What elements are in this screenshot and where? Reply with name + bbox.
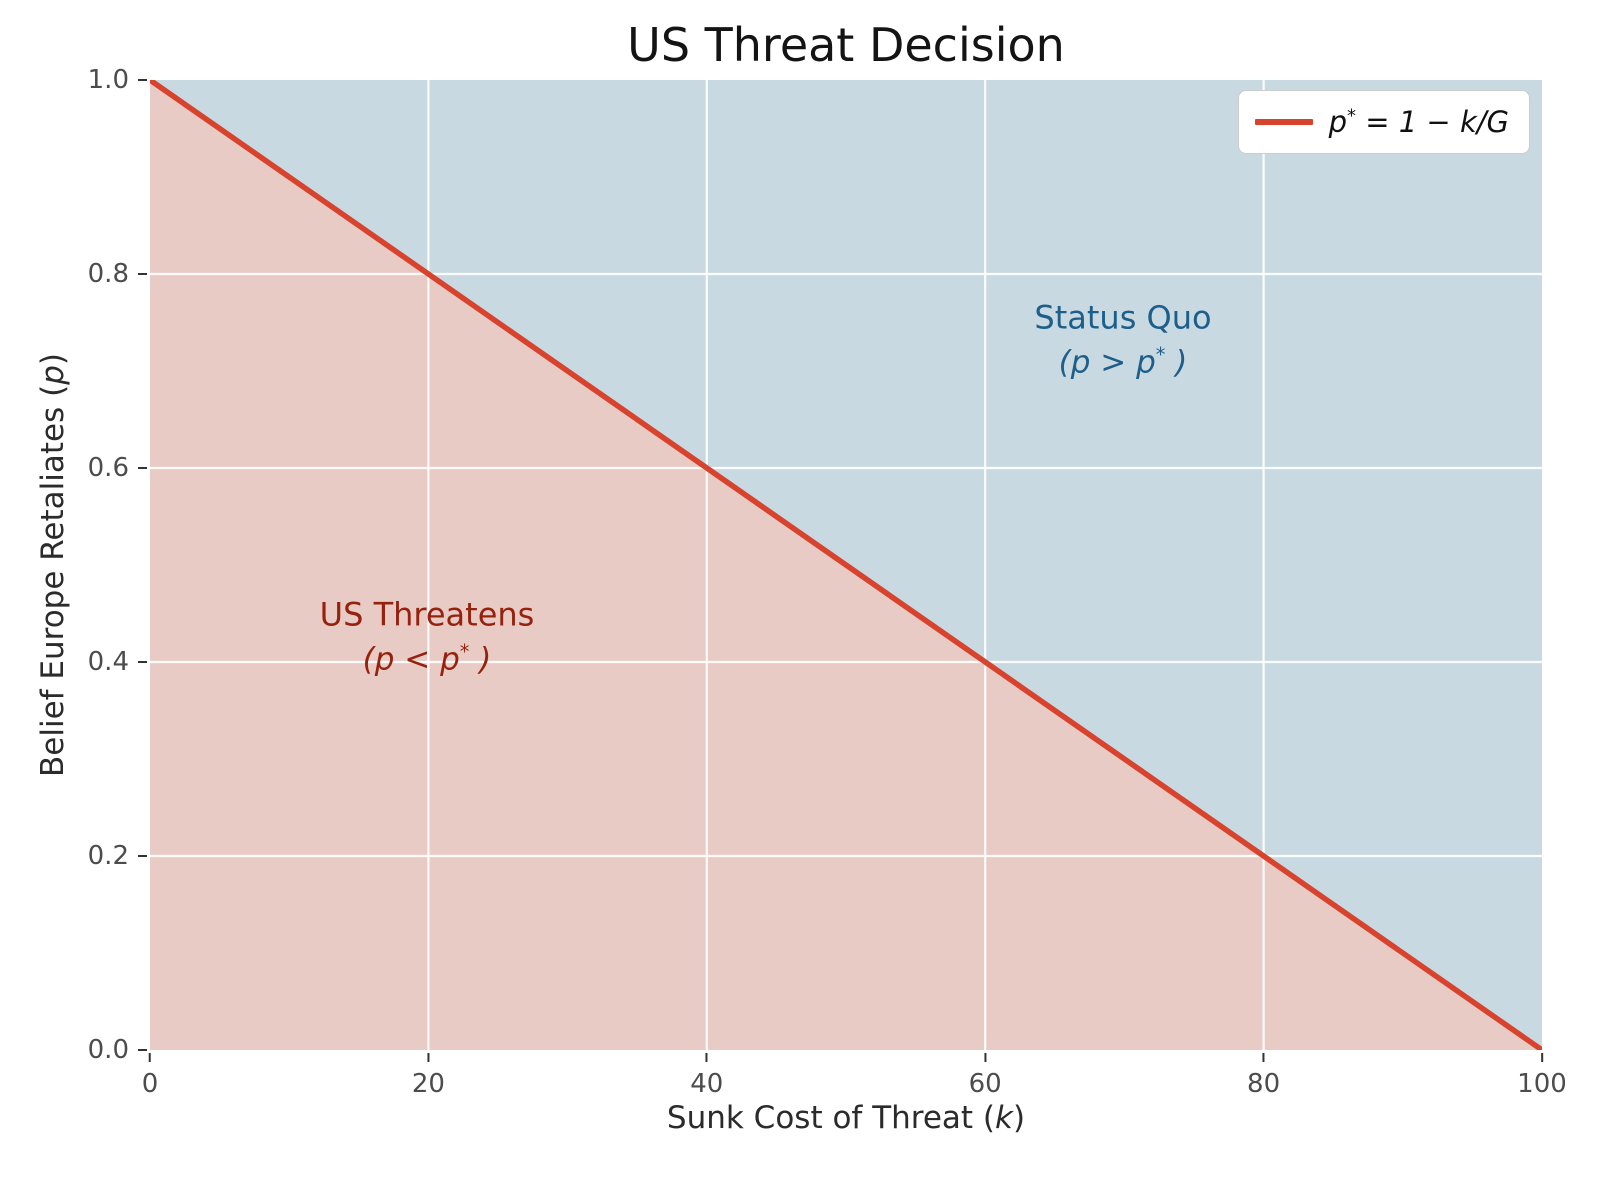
x-tick-mark bbox=[427, 1053, 430, 1062]
x-tick-label: 60 bbox=[968, 1069, 1002, 1099]
region-condition-us-threatens: (p < p* ) bbox=[362, 640, 492, 678]
y-tick-mark bbox=[138, 855, 147, 857]
y-tick-mark bbox=[138, 467, 147, 469]
y-tick-0.0: 0.0 bbox=[88, 1035, 147, 1065]
x-tick-label: 0 bbox=[141, 1069, 159, 1099]
y-tick-mark bbox=[138, 79, 147, 81]
x-tick-mark bbox=[1540, 1053, 1543, 1062]
y-tick-label: 1.0 bbox=[87, 65, 129, 95]
legend: p* = 1 − k/G bbox=[1237, 90, 1530, 154]
y-tick-0.4: 0.4 bbox=[88, 647, 147, 677]
x-axis-label: Sunk Cost of Threat (k) bbox=[666, 1100, 1026, 1136]
legend-label: p* = 1 − k/G bbox=[1328, 105, 1509, 139]
legend-line-swatch bbox=[1254, 119, 1313, 125]
x-tick-40: 40 bbox=[690, 1053, 723, 1099]
x-tick-label: 40 bbox=[690, 1069, 724, 1099]
x-tick-mark bbox=[1262, 1053, 1265, 1062]
plot-canvas bbox=[150, 80, 1542, 1050]
x-tick-mark bbox=[148, 1053, 151, 1062]
y-tick-0.2: 0.2 bbox=[88, 841, 147, 871]
y-tick-mark bbox=[138, 1049, 147, 1051]
region-condition-status-quo: (p > p* ) bbox=[1058, 343, 1188, 381]
x-tick-60: 60 bbox=[969, 1053, 1002, 1099]
boundary-line bbox=[150, 80, 1542, 1050]
y-axis-label: Belief Europe Retaliates (p) bbox=[35, 353, 71, 777]
x-tick-mark bbox=[984, 1053, 987, 1062]
x-tick-100: 100 bbox=[1517, 1053, 1567, 1099]
plot-area: US Threatens (p < p* ) Status Quo (p > p… bbox=[35, 65, 1567, 1099]
region-name-status-quo: Status Quo bbox=[1034, 298, 1212, 337]
x-tick-label: 100 bbox=[1517, 1069, 1567, 1099]
y-tick-mark bbox=[138, 273, 147, 275]
y-tick-label: 0.8 bbox=[87, 259, 129, 289]
y-tick-label: 0.2 bbox=[87, 841, 129, 871]
y-tick-label: 0.4 bbox=[87, 647, 129, 677]
region-label-status-quo: Status Quo (p > p* ) bbox=[1034, 295, 1211, 384]
y-tick-mark bbox=[138, 661, 147, 663]
region-name-us-threatens: US Threatens bbox=[319, 595, 535, 634]
x-tick-label: 80 bbox=[1247, 1069, 1281, 1099]
y-tick-1.0: 1.0 bbox=[88, 65, 147, 95]
chart-title: US Threat Decision bbox=[627, 18, 1065, 72]
x-tick-20: 20 bbox=[412, 1053, 445, 1099]
y-tick-0.6: 0.6 bbox=[88, 453, 147, 483]
x-tick-80: 80 bbox=[1247, 1053, 1280, 1099]
x-tick-mark bbox=[705, 1053, 708, 1062]
gridlines bbox=[150, 80, 1542, 1050]
x-tick-label: 20 bbox=[411, 1069, 445, 1099]
y-tick-0.8: 0.8 bbox=[88, 259, 147, 289]
y-tick-label: 0.0 bbox=[87, 1035, 129, 1065]
x-tick-0: 0 bbox=[141, 1053, 159, 1099]
y-tick-label: 0.6 bbox=[87, 453, 129, 483]
region-label-us-threatens: US Threatens (p < p* ) bbox=[320, 592, 535, 681]
